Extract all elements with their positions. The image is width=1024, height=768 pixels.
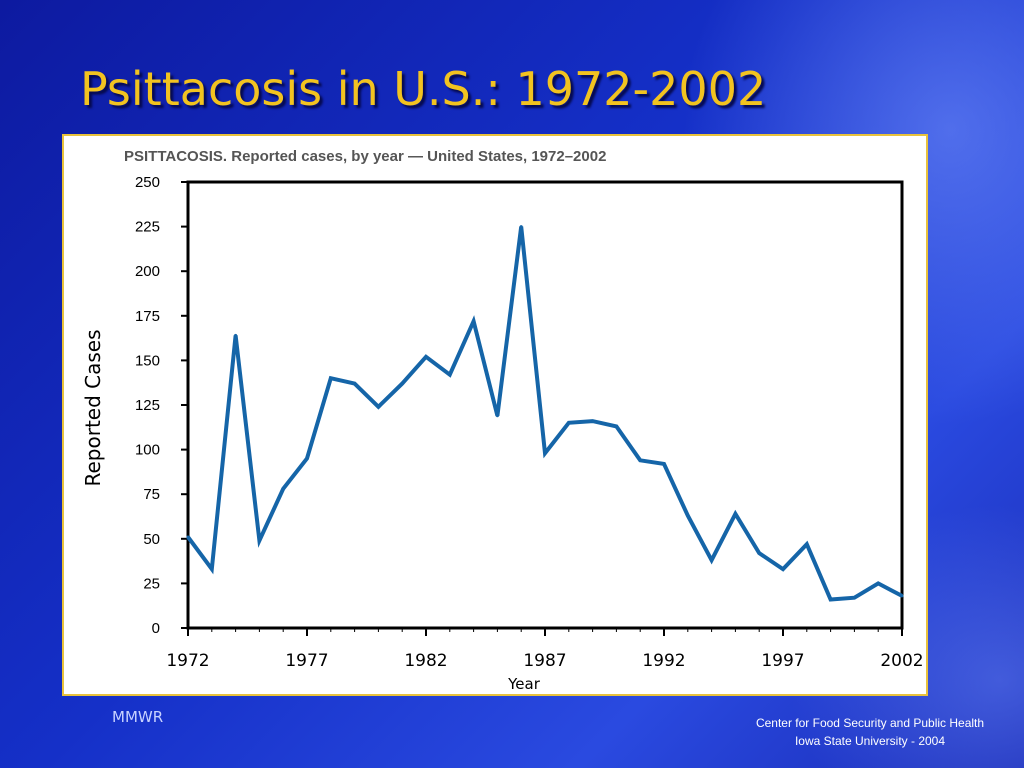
data-point [519,225,523,229]
x-tick-label: 1982 [404,651,447,671]
y-tick-label: 225 [135,219,160,236]
y-tick-label: 125 [135,397,160,414]
data-point [567,421,571,425]
x-tick-label: 1987 [523,651,566,671]
data-point [614,424,618,428]
credit-block: Center for Food Security and Public Heal… [720,714,1020,750]
series [186,225,904,602]
x-tick-label: 2002 [880,651,923,671]
source-label: MMWR [112,708,164,726]
data-point [686,514,690,518]
data-point [281,487,285,491]
credit-line-1: Center for Food Security and Public Heal… [755,716,985,730]
data-point [591,419,595,423]
data-point [234,333,238,337]
data-point [376,405,380,409]
data-point [400,382,404,386]
data-point [805,542,809,546]
data-point [186,535,190,539]
data-point [852,596,856,600]
data-point [495,414,499,418]
data-point [829,597,833,601]
data-point [876,581,880,585]
cases-line [186,226,903,602]
y-tick-label: 200 [135,263,160,280]
x-tick-label: 1972 [166,651,209,671]
data-point [733,512,737,516]
y-tick-label: 250 [135,174,160,191]
data-point [662,462,666,466]
x-tick-label: 1977 [285,651,328,671]
chart-title: PSITTACOSIS. Reported cases, by year — U… [124,148,606,165]
y-tick-label: 0 [152,620,160,637]
data-point [424,355,428,359]
data-point [472,319,476,323]
chart-frame: PSITTACOSIS. Reported cases, by year — U… [62,134,928,696]
slide-title: Psittacosis in U.S.: 1972-2002 [80,62,767,116]
x-tick-label: 1992 [642,651,685,671]
y-tick-label: 50 [143,531,160,548]
y-ticks: 0 25 50 75 100 125 150 175 200 225 250 [135,174,188,637]
y-tick-label: 75 [143,486,160,503]
y-tick-label: 100 [135,442,160,459]
data-point [543,451,547,455]
y-tick-label: 25 [143,575,160,592]
data-point [305,457,309,461]
y-axis-label: Reported Cases [81,329,105,486]
data-point [900,594,904,598]
data-point [638,458,642,462]
data-point [448,373,452,377]
chart-svg: PSITTACOSIS. Reported cases, by year — U… [81,148,924,693]
data-point [781,567,785,571]
data-point [710,558,714,562]
x-axis-label: Year [507,675,541,693]
x-tick-label: 1997 [761,651,804,671]
data-point [329,376,333,380]
plot-area [186,180,904,630]
data-point [257,539,261,543]
data-point [210,567,214,571]
data-point [757,551,761,555]
data-point [353,382,357,386]
x-ticks: 1972 1977 1982 1987 1992 1997 2002 [166,628,924,671]
y-tick-label: 175 [135,308,160,325]
credit-line-2: Iowa State University - 2004 [794,734,946,748]
y-tick-label: 150 [135,352,160,369]
